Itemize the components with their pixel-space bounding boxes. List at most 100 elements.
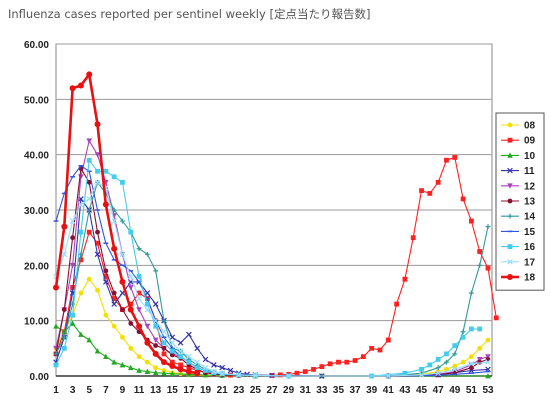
data-point: [111, 245, 118, 252]
data-point: [327, 361, 333, 367]
y-tick-label: 40.00: [24, 151, 49, 162]
data-point: [136, 367, 142, 373]
data-point: [419, 366, 424, 372]
y-tick-label: 0.00: [30, 372, 50, 383]
data-point: [468, 361, 475, 367]
data-point: [152, 317, 159, 324]
y-tick-label: 50.00: [24, 95, 49, 106]
legend: 08 09 10 11 12 13 14 15 16 17 18: [495, 112, 545, 291]
data-point: [302, 369, 308, 374]
data-point: [460, 329, 466, 335]
data-point: [468, 290, 474, 296]
legend-entry-10: 10: [501, 151, 536, 162]
x-tick-label: 27: [266, 385, 278, 396]
data-point: [427, 362, 433, 368]
data-point: [103, 279, 109, 285]
data-point: [61, 334, 67, 340]
data-point: [452, 363, 458, 369]
data-point: [152, 369, 159, 376]
data-point: [169, 363, 176, 370]
series-17: [53, 179, 491, 379]
data-point: [119, 361, 126, 368]
data-point: [161, 351, 167, 357]
data-point: [119, 251, 126, 258]
data-point: [95, 240, 100, 246]
x-tick-label: 3: [70, 385, 76, 396]
data-point: [70, 312, 76, 318]
data-point: [69, 218, 76, 224]
data-point: [144, 323, 151, 330]
legend-entry-11: 11: [501, 166, 535, 177]
legend-label: 12: [524, 181, 536, 192]
data-point: [186, 353, 192, 360]
data-point: [485, 337, 491, 343]
data-point: [468, 218, 474, 224]
data-point: [111, 359, 117, 365]
series-18: [53, 71, 201, 377]
data-point: [419, 188, 424, 194]
data-point: [161, 345, 167, 351]
legend-entry-13: 13: [501, 197, 536, 208]
data-point: [86, 337, 93, 343]
legend-label: 09: [524, 136, 536, 147]
legend-label: 16: [524, 242, 536, 253]
data-point: [507, 183, 513, 189]
data-point: [177, 348, 184, 354]
data-point: [94, 251, 101, 258]
data-point: [61, 223, 68, 230]
data-point: [144, 306, 151, 313]
data-point: [86, 196, 93, 202]
data-point: [211, 370, 217, 376]
legend-label: 14: [524, 212, 536, 223]
data-point: [53, 284, 59, 291]
data-point: [319, 364, 325, 369]
data-point: [452, 351, 458, 357]
data-point: [477, 359, 483, 365]
y-tick-label: 10.00: [24, 317, 49, 328]
data-point: [111, 207, 117, 213]
data-point: [402, 276, 408, 282]
x-tick-label: 41: [383, 385, 395, 396]
data-point: [94, 121, 101, 128]
data-point: [86, 276, 92, 282]
data-point: [369, 345, 375, 351]
data-point: [95, 287, 100, 293]
legend-entry-09: 09: [501, 136, 536, 147]
x-tick-label: 49: [449, 385, 461, 396]
data-point: [178, 354, 184, 360]
x-tick-label: 15: [167, 385, 179, 396]
data-point: [103, 353, 109, 360]
legend-label: 11: [524, 166, 535, 177]
data-point: [252, 372, 259, 379]
legend-entry-12: 12: [501, 181, 536, 192]
data-point: [111, 290, 117, 296]
data-point: [61, 307, 67, 312]
legend-label: 13: [524, 197, 536, 208]
data-point: [103, 274, 109, 279]
data-point: [86, 179, 92, 185]
x-tick-label: 7: [103, 385, 109, 396]
data-point: [161, 340, 167, 346]
data-point: [128, 229, 134, 235]
series-line: [55, 156, 497, 376]
data-point: [128, 321, 134, 326]
data-point: [136, 246, 142, 252]
data-point: [177, 339, 184, 346]
data-point: [86, 157, 92, 163]
data-point: [144, 359, 150, 365]
x-tick-label: 17: [183, 385, 195, 396]
data-point: [385, 373, 392, 379]
x-tick-label: 23: [233, 385, 245, 396]
data-point: [161, 328, 167, 335]
legend-label: 18: [524, 273, 536, 284]
data-point: [53, 351, 59, 357]
data-point: [95, 168, 100, 174]
data-point: [153, 323, 159, 329]
data-point: [128, 301, 134, 307]
data-point: [476, 357, 483, 363]
data-point: [111, 218, 117, 224]
data-point: [507, 244, 513, 249]
data-point: [103, 312, 109, 318]
data-point: [219, 370, 225, 377]
data-point: [507, 258, 513, 265]
